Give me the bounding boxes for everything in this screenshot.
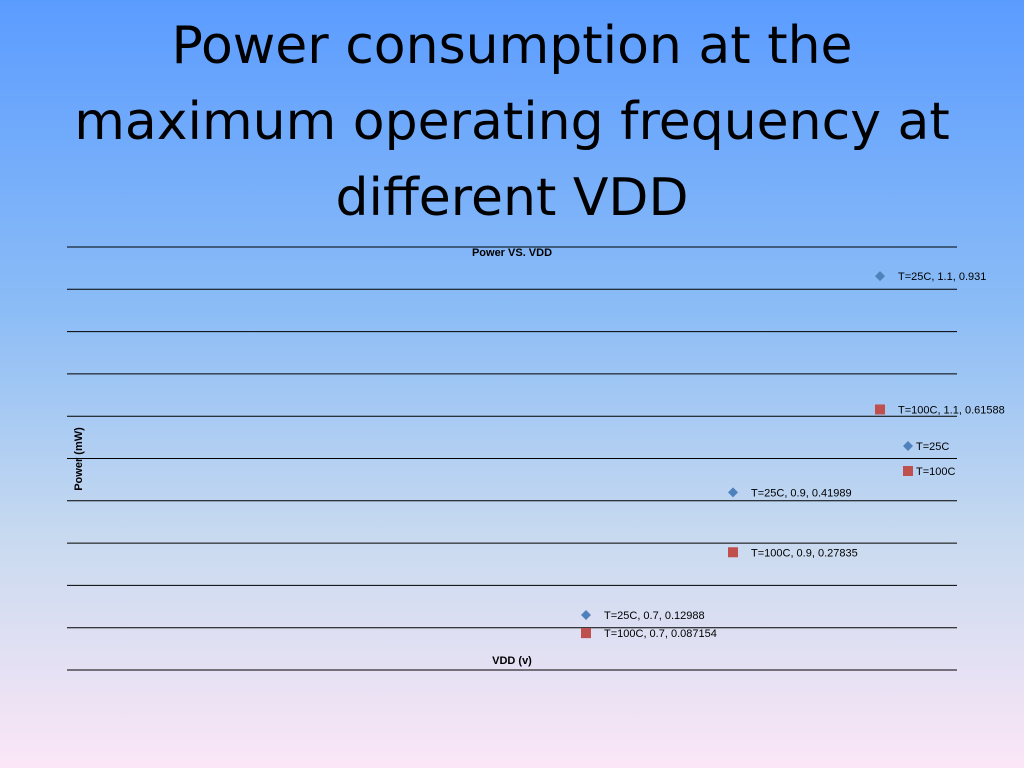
legend-label: T=100C [916,466,955,478]
data-label: T=25C, 0.7, 0.12988 [604,610,705,622]
data-point-t100c [875,404,885,415]
legend-marker-t25c [903,441,913,451]
data-point-t25c [875,271,885,282]
data-label: T=100C, 1.1, 0.61588 [898,404,1005,416]
data-label: T=25C, 1.1, 0.931 [898,271,986,283]
gridlines [67,246,957,671]
slide-title: Power consumption at the maximum operati… [74,16,950,228]
legend-marker-t100c [903,466,913,476]
data-point-t100c [728,547,738,558]
x-axis-label: VDD (v) [492,655,532,667]
chart-title: Power VS. VDD [472,247,552,259]
data-label: T=100C, 0.9, 0.27835 [751,547,858,559]
legend: T=25C T=100C [903,441,955,478]
data-label: T=100C, 0.7, 0.087154 [604,628,717,640]
legend-label: T=25C [916,441,949,453]
data-point-t100c [581,628,591,639]
data-label: T=25C, 0.9, 0.41989 [751,487,852,499]
data-point-t25c [581,610,591,621]
data-points: T=25C, 0.7, 0.12988 T=25C, 0.9, 0.41989 T=… [581,271,1005,640]
data-point-t25c [728,487,738,498]
y-axis-label: Power (mW) [73,427,85,491]
